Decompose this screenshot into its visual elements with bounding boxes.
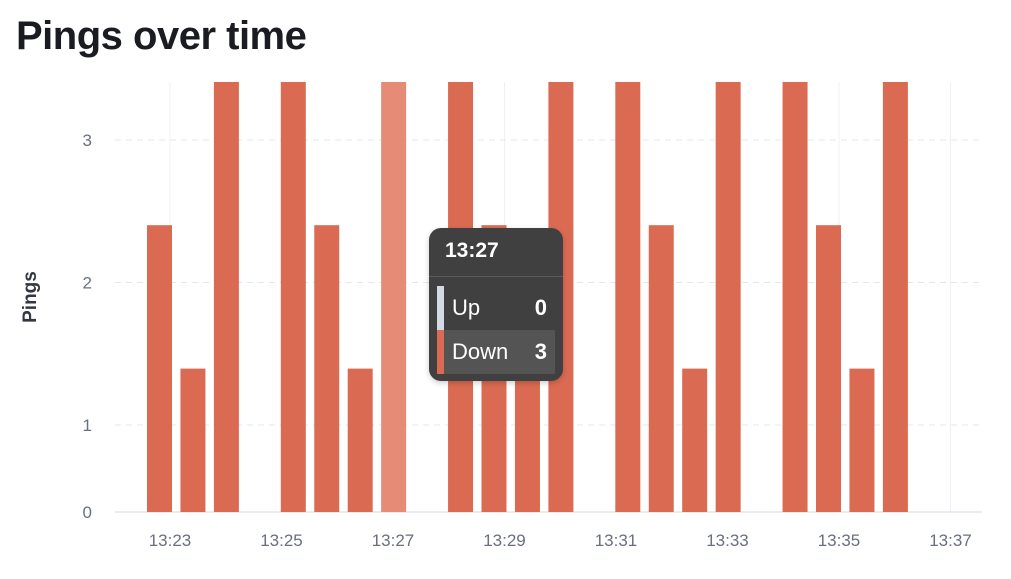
x-tick-label: 13:23 (149, 531, 192, 550)
bar-down (849, 368, 875, 512)
tooltip-time: 13:27 (429, 228, 563, 277)
bar-down (648, 225, 674, 512)
down-swatch (437, 330, 444, 374)
bar-down (314, 225, 340, 512)
x-tick-label: 13:25 (260, 531, 303, 550)
x-tick-label: 13:31 (595, 531, 638, 550)
bar-down (882, 82, 908, 512)
x-tick-label: 13:33 (706, 531, 749, 550)
x-tick-label: 13:37 (929, 531, 972, 550)
x-tick-label: 13:29 (483, 531, 526, 550)
y-tick-label: 2 (83, 274, 92, 293)
tooltip-value: 0 (534, 295, 547, 320)
bar-down (615, 82, 641, 512)
bar-down (381, 82, 407, 512)
x-tick-label: 13:35 (818, 531, 861, 550)
bar-down (347, 368, 373, 512)
tooltip-value: 3 (534, 339, 547, 364)
y-tick-label: 3 (83, 131, 92, 150)
y-axis-label: Pings (20, 271, 41, 323)
bar-down (816, 225, 841, 512)
chart-tooltip: 13:27 Up 0 Down 3 (429, 228, 563, 381)
tooltip-label: Down (452, 339, 509, 364)
tooltip-row-down: Down 3 (437, 330, 555, 374)
x-tick-label: 13:27 (372, 531, 415, 550)
bar-down (180, 368, 206, 512)
tooltip-label: Up (452, 295, 481, 320)
tooltip-row-up: Up 0 (437, 286, 555, 330)
y-tick-label: 1 (83, 416, 92, 435)
bar-down (213, 82, 239, 512)
bar-down (147, 225, 172, 512)
bar-down (514, 368, 540, 512)
bar-down (715, 82, 741, 512)
bar-down (280, 82, 306, 512)
chart-title: Pings over time (16, 14, 307, 58)
up-swatch (437, 286, 444, 330)
y-tick-label: 0 (83, 503, 92, 522)
bar-down (682, 368, 708, 512)
bar-down (782, 82, 808, 512)
